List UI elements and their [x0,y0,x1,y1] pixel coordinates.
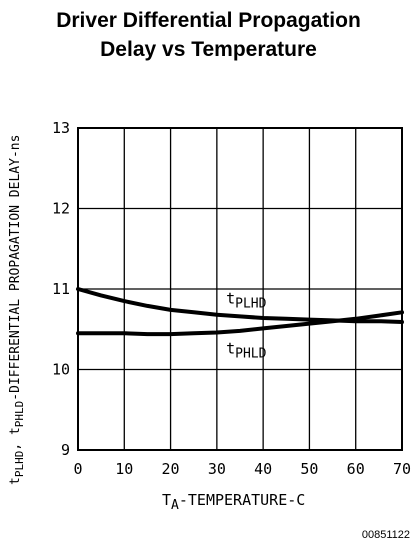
x-tick-label: 0 [73,460,82,478]
y-tick-labels: 9 10 11 12 13 [52,119,70,459]
chart-title-line-1: Driver Differential Propagation [56,9,361,32]
y-tick-label: 9 [61,441,70,459]
x-tick-label: 30 [208,460,226,478]
y-tick-label: 13 [52,119,70,137]
x-tick-label: 60 [347,460,365,478]
y-tick-label: 11 [52,280,70,298]
x-tick-labels: 0 10 20 30 40 50 60 70 [73,460,411,478]
chart-title: Driver Differential Propagation Delay vs… [0,6,417,64]
plot-frame [77,127,403,451]
y-tick-label: 10 [52,361,70,379]
x-tick-label: 40 [254,460,272,478]
series-label-tplhd: tPLHD [226,290,267,312]
series-line-tphld [76,310,404,337]
y-axis-label: tPLHD, tPHLD-DIFFERENTIAL PROPAGATION DE… [8,135,26,485]
series-label-tphld: tPHLD [226,340,267,362]
x-tick-label: 10 [115,460,133,478]
data-series [76,287,404,337]
x-tick-label: 20 [162,460,180,478]
x-tick-label: 70 [393,460,411,478]
x-axis-label: TA-TEMPERATURE-C [162,491,305,513]
x-tick-label: 50 [300,460,318,478]
y-tick-label: 12 [52,200,70,218]
chart-title-line-2: Delay vs Temperature [100,38,317,61]
grid-lines [77,127,403,451]
figure-code: 00851122 [362,529,410,541]
